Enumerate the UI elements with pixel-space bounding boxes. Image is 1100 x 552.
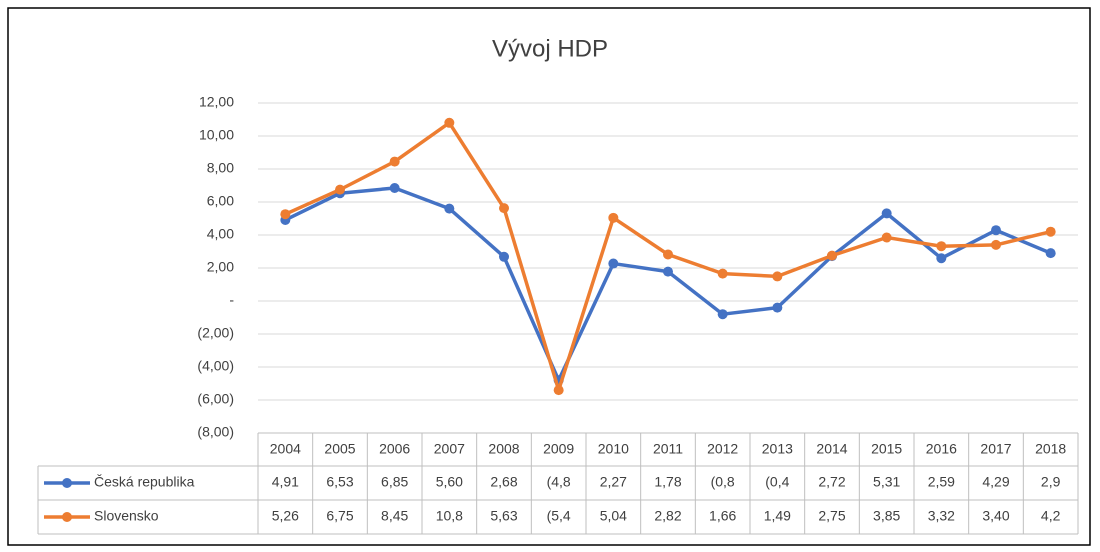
y-tick-label: 12,00 xyxy=(199,94,234,110)
data-point xyxy=(991,225,1001,236)
table-value: 2,59 xyxy=(928,474,955,490)
data-point xyxy=(991,239,1001,250)
y-tick-label: 2,00 xyxy=(207,259,234,275)
y-tick-label: (2,00) xyxy=(197,325,234,341)
data-point xyxy=(717,268,728,279)
table-value: 2,68 xyxy=(490,474,517,490)
x-tick-label: 2013 xyxy=(762,441,793,457)
table-value: 6,75 xyxy=(326,508,353,524)
x-tick-label: 2016 xyxy=(926,441,957,457)
y-tick-label: 10,00 xyxy=(199,127,234,143)
y-tick-label: - xyxy=(229,292,234,308)
table-value: 3,40 xyxy=(982,508,1009,524)
table-value: 5,04 xyxy=(600,508,627,524)
x-tick-label: 2018 xyxy=(1035,441,1066,457)
data-point xyxy=(881,232,892,243)
table-value: 1,78 xyxy=(654,474,681,490)
data-point xyxy=(663,249,673,260)
data-point xyxy=(772,302,783,313)
data-point xyxy=(608,258,619,269)
data-point xyxy=(335,184,345,195)
x-tick-label: 2010 xyxy=(598,441,629,457)
y-tick-label: (8,00) xyxy=(197,424,234,440)
table-value: (0,4 xyxy=(765,474,789,490)
y-tick-label: 4,00 xyxy=(207,226,234,242)
x-tick-label: 2006 xyxy=(379,441,410,457)
x-tick-label: 2015 xyxy=(871,441,902,457)
data-point xyxy=(280,209,291,220)
data-point xyxy=(881,208,892,219)
table-value: 5,26 xyxy=(272,508,299,524)
table-value: 6,53 xyxy=(326,474,353,490)
table-value: 5,60 xyxy=(436,474,463,490)
data-point xyxy=(1045,248,1056,259)
data-point xyxy=(444,203,455,214)
table-value: 4,29 xyxy=(982,474,1009,490)
table-value: (4,8 xyxy=(547,474,571,490)
y-tick-label: 6,00 xyxy=(207,193,234,209)
x-tick-label: 2014 xyxy=(816,441,847,457)
x-tick-label: 2004 xyxy=(270,441,301,457)
chart-title: Vývoj HDP xyxy=(492,35,608,62)
table-value: 5,63 xyxy=(490,508,517,524)
data-point xyxy=(717,309,728,320)
data-point xyxy=(553,385,564,396)
y-tick-label: (4,00) xyxy=(197,358,234,374)
table-value: (0,8 xyxy=(711,474,735,490)
data-point xyxy=(389,182,400,193)
x-tick-label: 2009 xyxy=(543,441,574,457)
table-value: 1,66 xyxy=(709,508,736,524)
table-value: 6,85 xyxy=(381,474,408,490)
y-tick-label: (6,00) xyxy=(197,391,234,407)
table-value: 8,45 xyxy=(381,508,408,524)
legend-key-marker xyxy=(62,512,72,522)
table-value: (5,4 xyxy=(547,508,571,524)
table-value: 1,49 xyxy=(764,508,791,524)
table-value: 10,8 xyxy=(436,508,463,524)
x-tick-label: 2005 xyxy=(324,441,355,457)
x-tick-label: 2008 xyxy=(488,441,519,457)
x-tick-label: 2017 xyxy=(980,441,1011,457)
legend-label: Slovensko xyxy=(94,508,159,524)
data-point xyxy=(608,212,619,223)
data-point xyxy=(772,271,783,282)
x-tick-label: 2011 xyxy=(653,441,683,457)
x-tick-label: 2012 xyxy=(707,441,738,457)
data-point xyxy=(389,156,400,167)
data-point xyxy=(1045,226,1056,237)
table-value: 3,32 xyxy=(928,508,955,524)
data-point xyxy=(444,117,455,128)
table-value: 2,72 xyxy=(818,474,845,490)
table-value: 4,91 xyxy=(272,474,299,490)
table-value: 2,9 xyxy=(1041,474,1061,490)
legend-label: Česká republika xyxy=(94,474,195,490)
chart-frame xyxy=(7,7,1091,546)
table-value: 3,85 xyxy=(873,508,900,524)
legend-key-marker xyxy=(62,478,72,488)
table-value: 2,27 xyxy=(600,474,627,490)
data-point xyxy=(663,266,673,277)
table-value: 5,31 xyxy=(873,474,900,490)
data-point xyxy=(827,250,837,261)
table-value: 2,82 xyxy=(654,508,681,524)
table-value: 4,2 xyxy=(1041,508,1061,524)
table-value: 2,75 xyxy=(818,508,845,524)
data-point xyxy=(499,203,509,214)
data-point xyxy=(936,241,947,252)
x-tick-label: 2007 xyxy=(434,441,465,457)
data-point xyxy=(936,253,947,264)
y-tick-label: 8,00 xyxy=(207,160,234,176)
data-point xyxy=(499,251,509,262)
